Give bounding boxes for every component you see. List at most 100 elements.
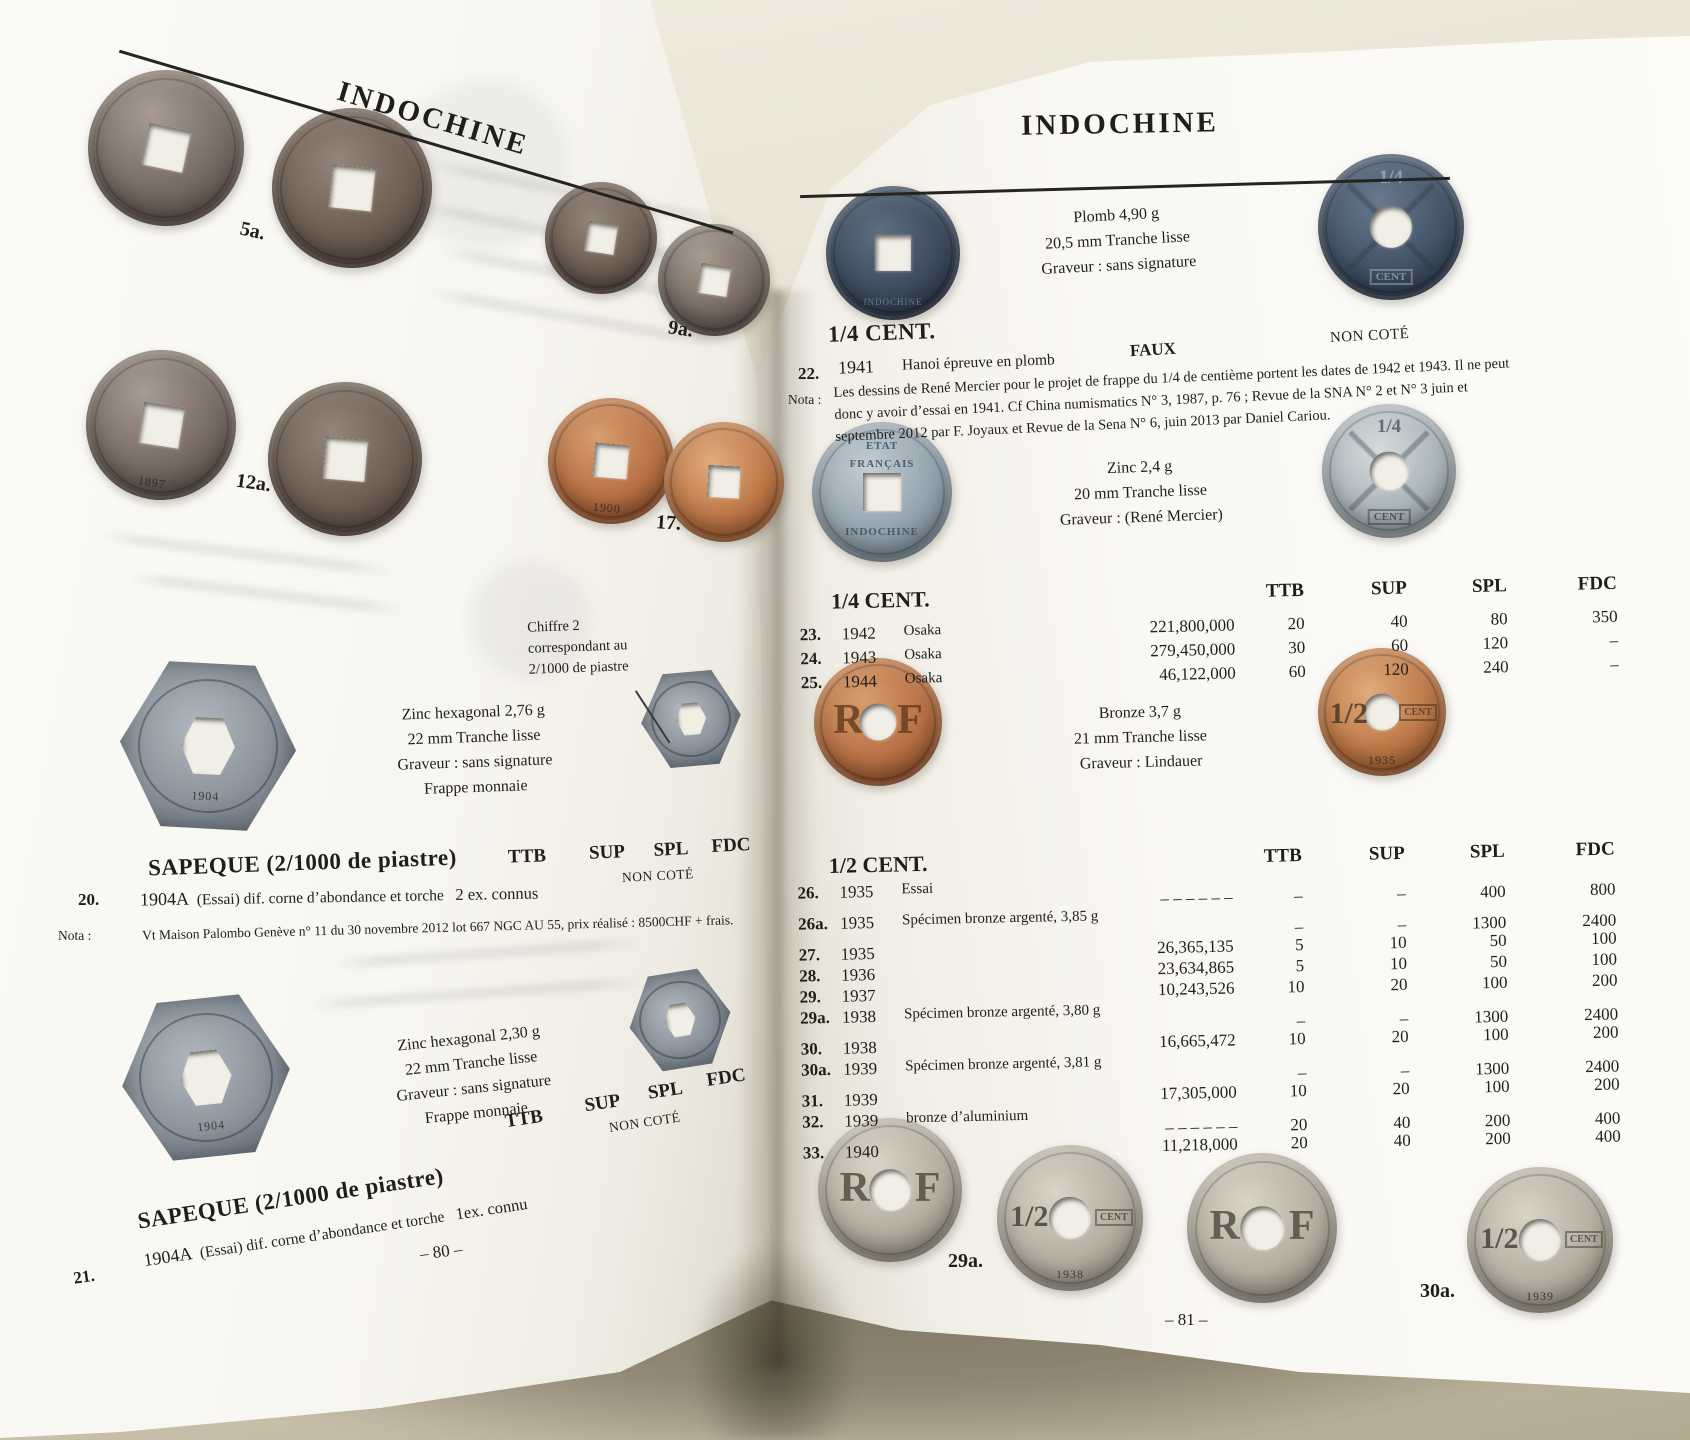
row-year: 1942 — [841, 623, 876, 644]
value-spl: 100 — [1483, 1076, 1510, 1097]
row-number: 24. — [800, 648, 822, 669]
annotation-chiffre2: Chiffre 2 correspondant au 2/1000 de pia… — [527, 614, 629, 680]
value-ttb: 20 — [1287, 613, 1305, 634]
coin-legend: INDOCHINE — [863, 296, 923, 307]
table-title: 1/4 CENT. — [830, 586, 930, 614]
value-spl: 100 — [1481, 972, 1508, 993]
col-sup: SUP — [588, 841, 626, 864]
spec-quarter: Zinc 2,4 g 20 mm Tranche lisse Graveur :… — [1017, 451, 1264, 535]
row-year: 1935 — [839, 882, 874, 902]
row-number: 32. — [802, 1112, 824, 1132]
coin-hole — [137, 401, 185, 449]
col-spl: SPL — [1471, 575, 1508, 598]
row-description: Osaka — [904, 670, 943, 687]
value-sup: 120 — [1383, 659, 1409, 680]
row-number: 30. — [800, 1039, 823, 1059]
coin-cent: CENT — [1369, 269, 1413, 286]
row-year: 1936 — [840, 965, 876, 985]
coin-quarter-zinc: 1/4 CENT — [1322, 404, 1456, 538]
coin-hole — [706, 464, 742, 500]
value-sup: 10 — [1389, 953, 1408, 974]
row-mintage: 46,122,000 — [1159, 663, 1236, 685]
value-ttb: 5 — [1295, 956, 1305, 976]
value-fdc: 400 — [1595, 1126, 1621, 1146]
coin-hole — [869, 1169, 911, 1211]
row-number: 33. — [802, 1143, 825, 1163]
coin-hole — [322, 436, 368, 482]
coin-hole — [592, 442, 630, 480]
coin-value: 1/2 — [1329, 696, 1368, 730]
book-gutter-bottom-shadow — [690, 1240, 860, 1440]
value-spl: 100 — [1482, 1024, 1509, 1045]
section20-nota-label: Nota : — [58, 928, 92, 943]
row-number: 28. — [799, 966, 821, 986]
col-spl: SPL — [1469, 840, 1505, 863]
coin-label-17: 17. — [655, 511, 682, 535]
coin-cent: CENT — [1564, 1231, 1603, 1249]
value-spl: 50 — [1489, 951, 1508, 972]
coin-cent: CENT — [1367, 508, 1411, 525]
coin-hole — [674, 702, 707, 737]
row-description: Spécimen bronze argenté, 3,80 g — [903, 1002, 1101, 1023]
coin-letter-f: F — [914, 1165, 941, 1212]
coin-legend: INDOCHINE — [845, 526, 919, 539]
coin-hole — [662, 1001, 698, 1038]
value-fdc: 200 — [1593, 1074, 1620, 1094]
value-sup: 40 — [1393, 1130, 1411, 1151]
coin-letter-r: R — [833, 697, 864, 744]
section20-year: 1904A — [139, 888, 190, 910]
value-ttb: 5 — [1294, 935, 1304, 955]
col-sup: SUP — [1368, 842, 1405, 865]
coin-hole — [863, 473, 901, 511]
coin-letter-r: R — [839, 1165, 870, 1212]
row-year: 1938 — [842, 1037, 877, 1058]
coin-date: 1904 — [191, 788, 220, 805]
section20-num: 20. — [78, 890, 100, 909]
row-year: 1939 — [842, 1058, 878, 1079]
value-ttb: 10 — [1288, 1029, 1306, 1049]
right-page-title: INDOCHINE — [1020, 106, 1220, 142]
col-ttb: TTB — [1263, 845, 1303, 867]
col-fdc: FDC — [1577, 572, 1618, 595]
value-fdc: – — [1609, 630, 1619, 650]
row-year: 1935 — [840, 944, 875, 964]
row-number: 26a. — [797, 913, 829, 934]
coin-quarter-plomb: 1/4 CENT — [1318, 154, 1464, 300]
coin-date: 1939 — [1526, 1289, 1554, 1304]
row-number: 23. — [799, 624, 822, 645]
coin-hole — [696, 262, 732, 298]
coin-letter-f: F — [897, 697, 923, 744]
row-year: 1938 — [841, 1006, 877, 1027]
value-sup: 20 — [1391, 1026, 1409, 1047]
row-number: 30a. — [800, 1059, 832, 1080]
coin-label-12a: 12a. — [234, 469, 273, 497]
table-title: 1/2 CENT. — [828, 850, 928, 878]
col-fdc: FDC — [705, 1064, 747, 1091]
value-ttb: 10 — [1289, 1080, 1307, 1101]
coin-label-29a: 29a. — [948, 1250, 983, 1272]
value-ttb: 20 — [1290, 1132, 1308, 1153]
row-mintage: 11,218,000 — [1161, 1134, 1239, 1156]
value-spl: 50 — [1489, 930, 1507, 951]
half-cent-table: 1/2 CENT. TTB SUP SPL FDC 26. 1935 Essai – … — [787, 836, 1634, 1184]
coin-hole — [1369, 451, 1409, 491]
coin-rf-bronze: R F — [814, 658, 942, 786]
coin-cent: CENT — [1399, 704, 1438, 722]
row-year: 1944 — [842, 671, 878, 692]
coin-date: 1935 — [1368, 753, 1396, 768]
col-sup: SUP — [1370, 577, 1408, 600]
coin-label-30a: 30a. — [1420, 1280, 1455, 1302]
value-fdc: 200 — [1591, 970, 1618, 990]
col-sup: SUP — [583, 1090, 622, 1117]
section22-faux: FAUX — [1129, 338, 1177, 361]
row-year: 1937 — [841, 986, 876, 1006]
row-description: Spécimen bronze argenté, 3,81 g — [904, 1054, 1102, 1075]
annotation-line3: 2/1000 de piastre — [528, 658, 629, 678]
value-spl: 200 — [1485, 1128, 1511, 1149]
value-fdc: 100 — [1590, 928, 1617, 949]
value-spl: 120 — [1482, 633, 1509, 653]
coin-legend: ETAT — [865, 440, 899, 453]
value-fdc: 350 — [1591, 606, 1618, 627]
row-mintage: 221,800,000 — [1149, 615, 1235, 637]
col-fdc: FDC — [1575, 838, 1615, 861]
